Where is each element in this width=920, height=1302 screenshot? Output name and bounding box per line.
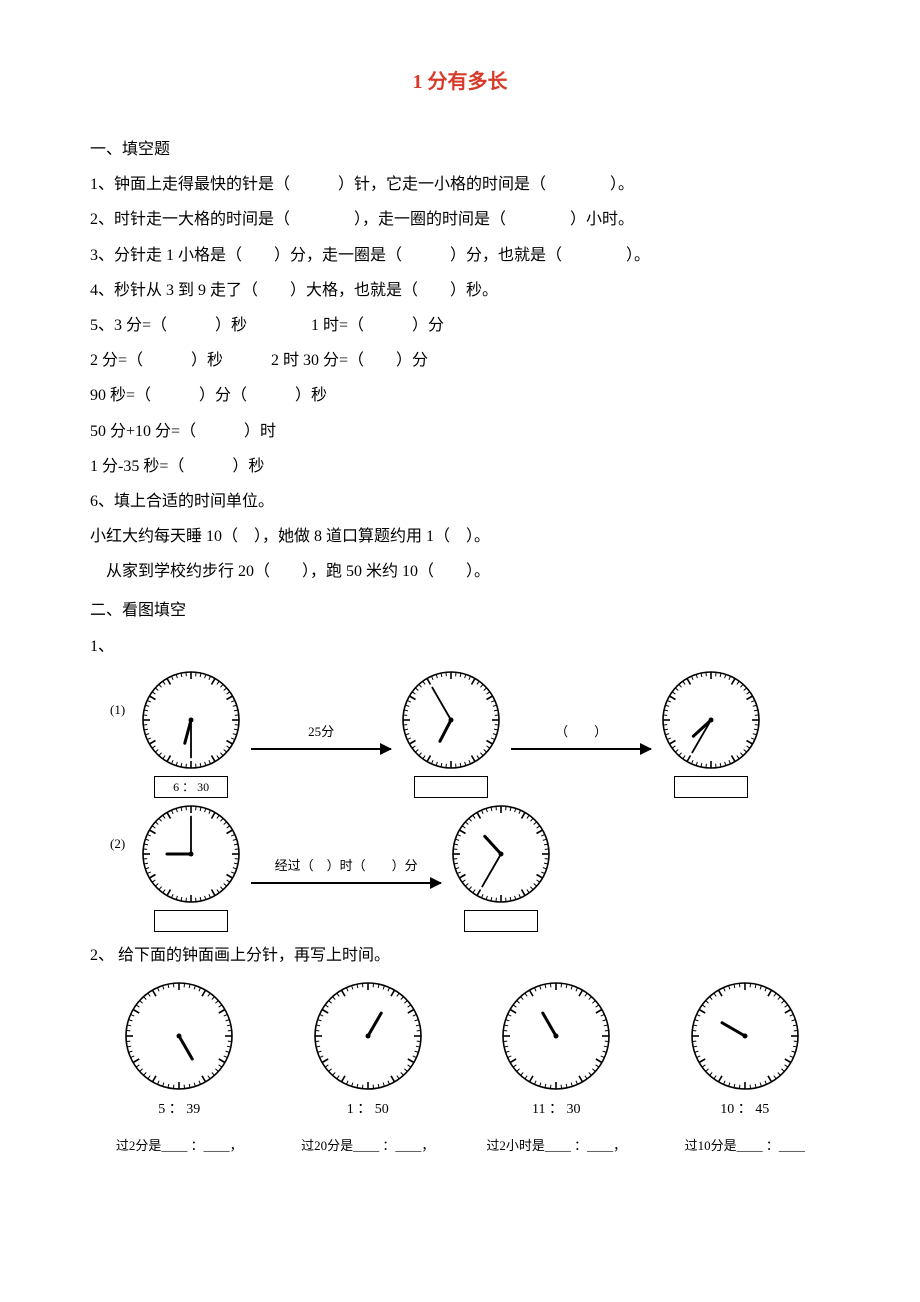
row2-tag: (2) <box>110 804 125 859</box>
q2-time-label: 10 ： 45 <box>720 1095 769 1126</box>
s2-q2-row: 5 ： 39 过2分是____ ：____， 1 ： 50 过20分是____ ：__… <box>94 981 830 1160</box>
q2-time-label: 5 ： 39 <box>158 1095 200 1126</box>
s1-q4: 4、秒针从 3 到 9 走了（ ）大格，也就是（ ）秒。 <box>90 273 830 308</box>
clock-icon <box>313 981 423 1091</box>
clock-icon <box>141 804 241 904</box>
q2-item: 10 ： 45 过10分是____ ：____ <box>660 981 831 1160</box>
clock-icon <box>451 804 551 904</box>
s1-q6: 6、填上合适的时间单位。 <box>90 484 830 519</box>
s1-q3: 3、分针走 1 小格是（ ）分，走一圈是（ ）分，也就是（ ）。 <box>90 238 830 273</box>
s2-row2: (2) 经过（ ）时（ ）分 <box>110 804 830 932</box>
arrow: （ ） <box>511 718 651 751</box>
answer-box <box>464 910 538 932</box>
clock-icon <box>124 981 234 1091</box>
q2-item: 1 ： 50 过20分是____ ：____， <box>283 981 454 1160</box>
answer-box <box>414 776 488 798</box>
arrow: 经过（ ）时（ ）分 <box>251 852 441 885</box>
q2-caption: 过2小时是____ ：____， <box>486 1132 626 1161</box>
page-title: 1 分有多长 <box>90 60 830 104</box>
q2-caption: 过10分是____ ：____ <box>685 1132 805 1161</box>
section2-heading: 二、看图填空 <box>90 593 830 628</box>
s1-q6-l1: 小红大约每天睡 10（ ），她做 8 道口算题约用 1（ ）。 <box>90 519 830 554</box>
row1-tag: (1) <box>110 670 125 725</box>
q2-time-label: 1 ： 50 <box>347 1095 389 1126</box>
q2-caption: 过20分是____ ：____， <box>301 1132 434 1161</box>
arrow: 25分 <box>251 718 391 751</box>
answer-box <box>674 776 748 798</box>
row1-clock-b <box>401 670 501 798</box>
s1-q2: 2、时针走一大格的时间是（ ），走一圈的时间是（ ）小时。 <box>90 202 830 237</box>
arrow-line-icon <box>251 748 391 750</box>
s2-q1-label: 1、 <box>90 629 830 664</box>
arrow-label: （ ） <box>555 718 607 747</box>
q2-time-label: 11 ： 30 <box>532 1095 580 1126</box>
s1-q6-l2: 从家到学校约步行 20（ ），跑 50 米约 10（ ）。 <box>90 554 830 589</box>
s1-q5-l4: 50 分+10 分=（ ）时 <box>90 414 830 449</box>
arrow-line-icon <box>511 748 651 750</box>
clock-icon <box>141 670 241 770</box>
arrow-line-icon <box>251 882 441 884</box>
answer-box: 6 ： 30 <box>154 776 228 798</box>
row2-clock-a <box>141 804 241 932</box>
row2-clock-b <box>451 804 551 932</box>
s1-q1: 1、钟面上走得最快的针是（ ）针，它走一小格的时间是（ ）。 <box>90 167 830 202</box>
s2-row1: (1) 6 ： 30 25分 （ ） <box>110 670 830 798</box>
row1-clock-c <box>661 670 761 798</box>
clock-icon <box>690 981 800 1091</box>
row1-clock-a: 6 ： 30 <box>141 670 241 798</box>
arrow-label: 25分 <box>308 718 334 747</box>
clock-icon <box>401 670 501 770</box>
arrow-label: 经过（ ）时（ ）分 <box>275 852 418 881</box>
s1-q5-l3: 90 秒=（ ）分（ ）秒 <box>90 378 830 413</box>
q2-caption: 过2分是____ ：____， <box>116 1132 243 1161</box>
s1-q5-l1: 5、3 分=（ ）秒 1 时=（ ）分 <box>90 308 830 343</box>
q2-item: 5 ： 39 过2分是____ ：____， <box>94 981 265 1160</box>
section1-heading: 一、填空题 <box>90 132 830 167</box>
clock-icon <box>661 670 761 770</box>
s1-q5-l5: 1 分-35 秒=（ ）秒 <box>90 449 830 484</box>
s2-q2-label: 2、 给下面的钟面画上分针，再写上时间。 <box>90 938 830 973</box>
clock-icon <box>501 981 611 1091</box>
q2-item: 11 ： 30 过2小时是____ ：____， <box>471 981 642 1160</box>
answer-box <box>154 910 228 932</box>
s1-q5-l2: 2 分=（ ）秒 2 时 30 分=（ ）分 <box>90 343 830 378</box>
